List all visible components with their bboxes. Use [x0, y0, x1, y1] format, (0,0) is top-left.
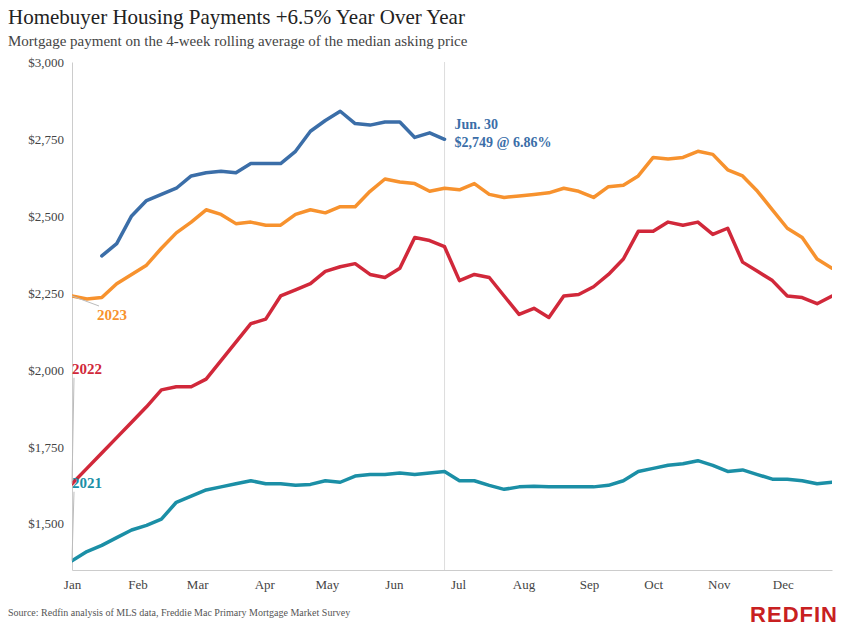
y-axis: $1,500 $1,750 $2,000 $2,250 $2,500 $2,750 $3,0… [28, 55, 72, 571]
series-line [102, 111, 445, 256]
y-tick: $2,500 [28, 209, 72, 224]
x-tick: Oct [644, 570, 663, 592]
y-tick: $2,750 [28, 132, 72, 147]
x-tick-label: Jul [451, 577, 467, 592]
series-label: 2023 [97, 307, 127, 323]
y-tick-label: $2,500 [28, 209, 64, 224]
label-leader [72, 296, 99, 306]
y-tick: $1,750 [28, 440, 72, 455]
y-tick-label: $2,250 [28, 286, 64, 301]
y-tick: $1,500 [28, 516, 72, 531]
x-tick-label: Aug [513, 577, 536, 592]
series-line [72, 222, 832, 484]
series-labels: 2021 2022 2023 [72, 296, 127, 561]
x-tick: Aug [513, 570, 536, 592]
y-tick-label: $1,750 [28, 440, 64, 455]
chart-container: Homebuyer Housing Payments +6.5% Year Ov… [0, 0, 848, 636]
x-tick: Jul [451, 570, 467, 592]
x-tick: Apr [255, 570, 276, 592]
x-tick: Feb [128, 570, 148, 592]
x-axis: Jan Feb Mar Apr May Jun Jul Aug Sep Oct Nov Dec [64, 570, 833, 592]
y-tick-label: $2,750 [28, 132, 64, 147]
x-tick: Dec [773, 570, 794, 592]
x-tick: Mar [187, 570, 209, 592]
x-tick-label: Jan [64, 577, 82, 592]
x-tick-label: Apr [255, 577, 276, 592]
logo: REDFIN [750, 602, 838, 627]
y-tick: $2,000 [28, 363, 72, 378]
source: Source: Redfin analysis of MLS data, Fre… [8, 607, 350, 618]
series-label: 2021 [72, 475, 102, 491]
annotation-text: $2,749 @ 6.86% [455, 135, 552, 150]
series-label: 2022 [72, 361, 102, 377]
y-axis-line [72, 63, 73, 571]
chart-svg: Homebuyer Housing Payments +6.5% Year Ov… [0, 0, 848, 636]
x-axis-line [73, 570, 833, 571]
x-tick: Jun [385, 570, 404, 592]
y-tick-label: $1,500 [28, 516, 64, 531]
series-line [72, 461, 832, 561]
label-leader [72, 492, 74, 561]
x-tick: Jan [64, 570, 82, 592]
x-tick-label: Mar [187, 577, 209, 592]
subtitle: Mortgage payment on the 4-week rolling a… [8, 33, 468, 49]
x-tick-label: May [315, 577, 339, 592]
x-tick-label: Nov [708, 577, 731, 592]
lines [72, 111, 832, 561]
x-tick-label: Dec [773, 577, 794, 592]
x-tick-label: Jun [385, 577, 404, 592]
x-tick-label: Sep [580, 577, 600, 592]
x-tick: May [315, 570, 339, 592]
series-line [72, 151, 832, 299]
label-leader [72, 378, 74, 484]
annotation-label: Jun. 30 [455, 117, 499, 132]
title: Homebuyer Housing Payments +6.5% Year Ov… [8, 5, 465, 29]
y-tick: $2,250 [28, 286, 72, 301]
x-tick: Sep [580, 570, 600, 592]
x-tick-label: Oct [644, 577, 663, 592]
y-tick-label: $2,000 [28, 363, 64, 378]
x-tick-label: Feb [128, 577, 148, 592]
y-tick-label: $3,000 [28, 55, 64, 70]
y-tick: $3,000 [28, 55, 72, 70]
x-tick: Nov [708, 570, 731, 592]
